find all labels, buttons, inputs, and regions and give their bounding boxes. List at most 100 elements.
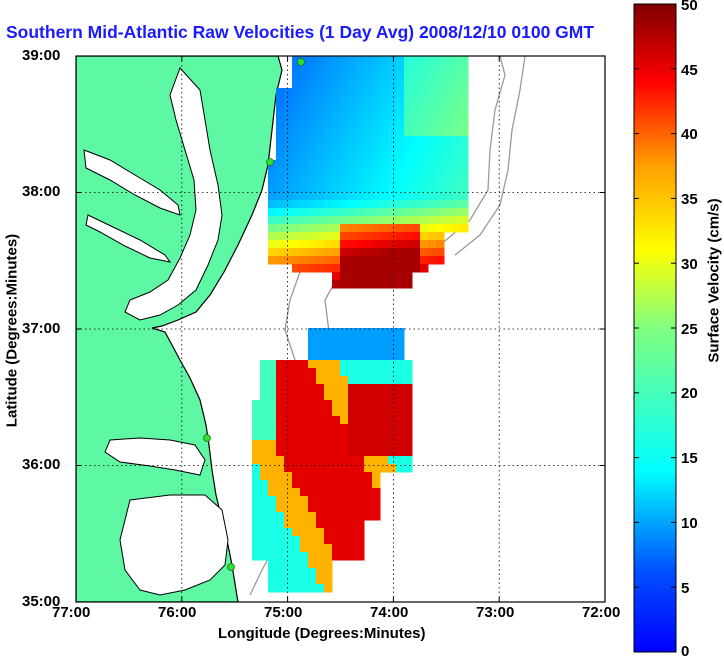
velocity-cell: [364, 336, 373, 345]
velocity-cell: [348, 344, 357, 353]
velocity-cell: [460, 192, 469, 201]
velocity-cell: [356, 200, 365, 209]
velocity-cell: [388, 104, 397, 113]
velocity-cell: [372, 144, 381, 153]
velocity-cell: [404, 376, 413, 385]
velocity-cell: [388, 256, 397, 265]
velocity-cell: [284, 576, 293, 585]
velocity-cell: [364, 384, 373, 393]
velocity-cell: [388, 64, 397, 73]
velocity-cell: [276, 472, 285, 481]
velocity-cell: [292, 64, 301, 73]
velocity-cell: [324, 400, 333, 409]
velocity-cell: [364, 200, 373, 209]
velocity-cell: [404, 464, 413, 473]
velocity-cell: [332, 520, 341, 529]
velocity-cell: [332, 392, 341, 401]
velocity-cell: [364, 480, 373, 489]
velocity-cell: [316, 536, 325, 545]
velocity-cell: [460, 224, 469, 233]
velocity-cell: [436, 256, 445, 265]
velocity-cell: [420, 192, 429, 201]
velocity-cell: [260, 360, 269, 369]
velocity-cell: [292, 440, 301, 449]
velocity-cell: [300, 160, 309, 169]
velocity-cell: [396, 200, 405, 209]
velocity-cell: [340, 184, 349, 193]
velocity-cell: [332, 120, 341, 129]
velocity-cell: [436, 120, 445, 129]
velocity-cell: [348, 120, 357, 129]
velocity-cell: [396, 152, 405, 161]
velocity-cell: [380, 168, 389, 177]
velocity-cell: [340, 504, 349, 513]
velocity-cell: [428, 88, 437, 97]
velocity-cell: [316, 544, 325, 553]
velocity-cell: [276, 120, 285, 129]
velocity-cell: [412, 232, 421, 241]
velocity-cell: [324, 416, 333, 425]
velocity-cell: [452, 168, 461, 177]
velocity-cell: [308, 520, 317, 529]
velocity-cell: [356, 152, 365, 161]
velocity-cell: [316, 192, 325, 201]
velocity-cell: [340, 160, 349, 169]
velocity-cell: [420, 216, 429, 225]
velocity-cell: [420, 264, 429, 273]
velocity-cell: [436, 224, 445, 233]
velocity-cell: [420, 136, 429, 145]
velocity-cell: [276, 400, 285, 409]
velocity-cell: [252, 520, 261, 529]
velocity-cell: [380, 96, 389, 105]
colorbar-label: Surface Velocity (cm/s): [705, 198, 723, 363]
velocity-cell: [396, 64, 405, 73]
velocity-cell: [340, 424, 349, 433]
velocity-cell: [292, 264, 301, 273]
velocity-cell: [332, 528, 341, 537]
velocity-cell: [436, 160, 445, 169]
velocity-cell: [380, 280, 389, 289]
velocity-cell: [332, 448, 341, 457]
velocity-cell: [380, 464, 389, 473]
velocity-cell: [356, 104, 365, 113]
velocity-cell: [324, 408, 333, 417]
velocity-cell: [348, 264, 357, 273]
velocity-cell: [372, 480, 381, 489]
velocity-cell: [308, 384, 317, 393]
velocity-cell: [308, 136, 317, 145]
velocity-cell: [380, 120, 389, 129]
velocity-cell: [284, 200, 293, 209]
velocity-cell: [364, 192, 373, 201]
velocity-cell: [444, 216, 453, 225]
velocity-cell: [364, 352, 373, 361]
velocity-cell: [412, 112, 421, 121]
velocity-cell: [412, 120, 421, 129]
velocity-cell: [308, 216, 317, 225]
velocity-cell: [332, 112, 341, 121]
velocity-cell: [284, 104, 293, 113]
velocity-cell: [332, 224, 341, 233]
velocity-cell: [332, 408, 341, 417]
velocity-cell: [324, 104, 333, 113]
velocity-cell: [388, 368, 397, 377]
velocity-cell: [300, 400, 309, 409]
velocity-cell: [332, 80, 341, 89]
velocity-cell: [308, 240, 317, 249]
velocity-cell: [276, 568, 285, 577]
velocity-cell: [364, 504, 373, 513]
velocity-cell: [308, 488, 317, 497]
velocity-cell: [332, 160, 341, 169]
velocity-cell: [316, 128, 325, 137]
velocity-cell: [348, 552, 357, 561]
velocity-cell: [412, 184, 421, 193]
velocity-cell: [404, 360, 413, 369]
velocity-cell: [276, 184, 285, 193]
velocity-cell: [380, 72, 389, 81]
velocity-cell: [292, 152, 301, 161]
velocity-cell: [324, 544, 333, 553]
velocity-cell: [404, 264, 413, 273]
velocity-cell: [452, 208, 461, 217]
velocity-cell: [404, 72, 413, 81]
velocity-cell: [332, 400, 341, 409]
velocity-cell: [460, 160, 469, 169]
